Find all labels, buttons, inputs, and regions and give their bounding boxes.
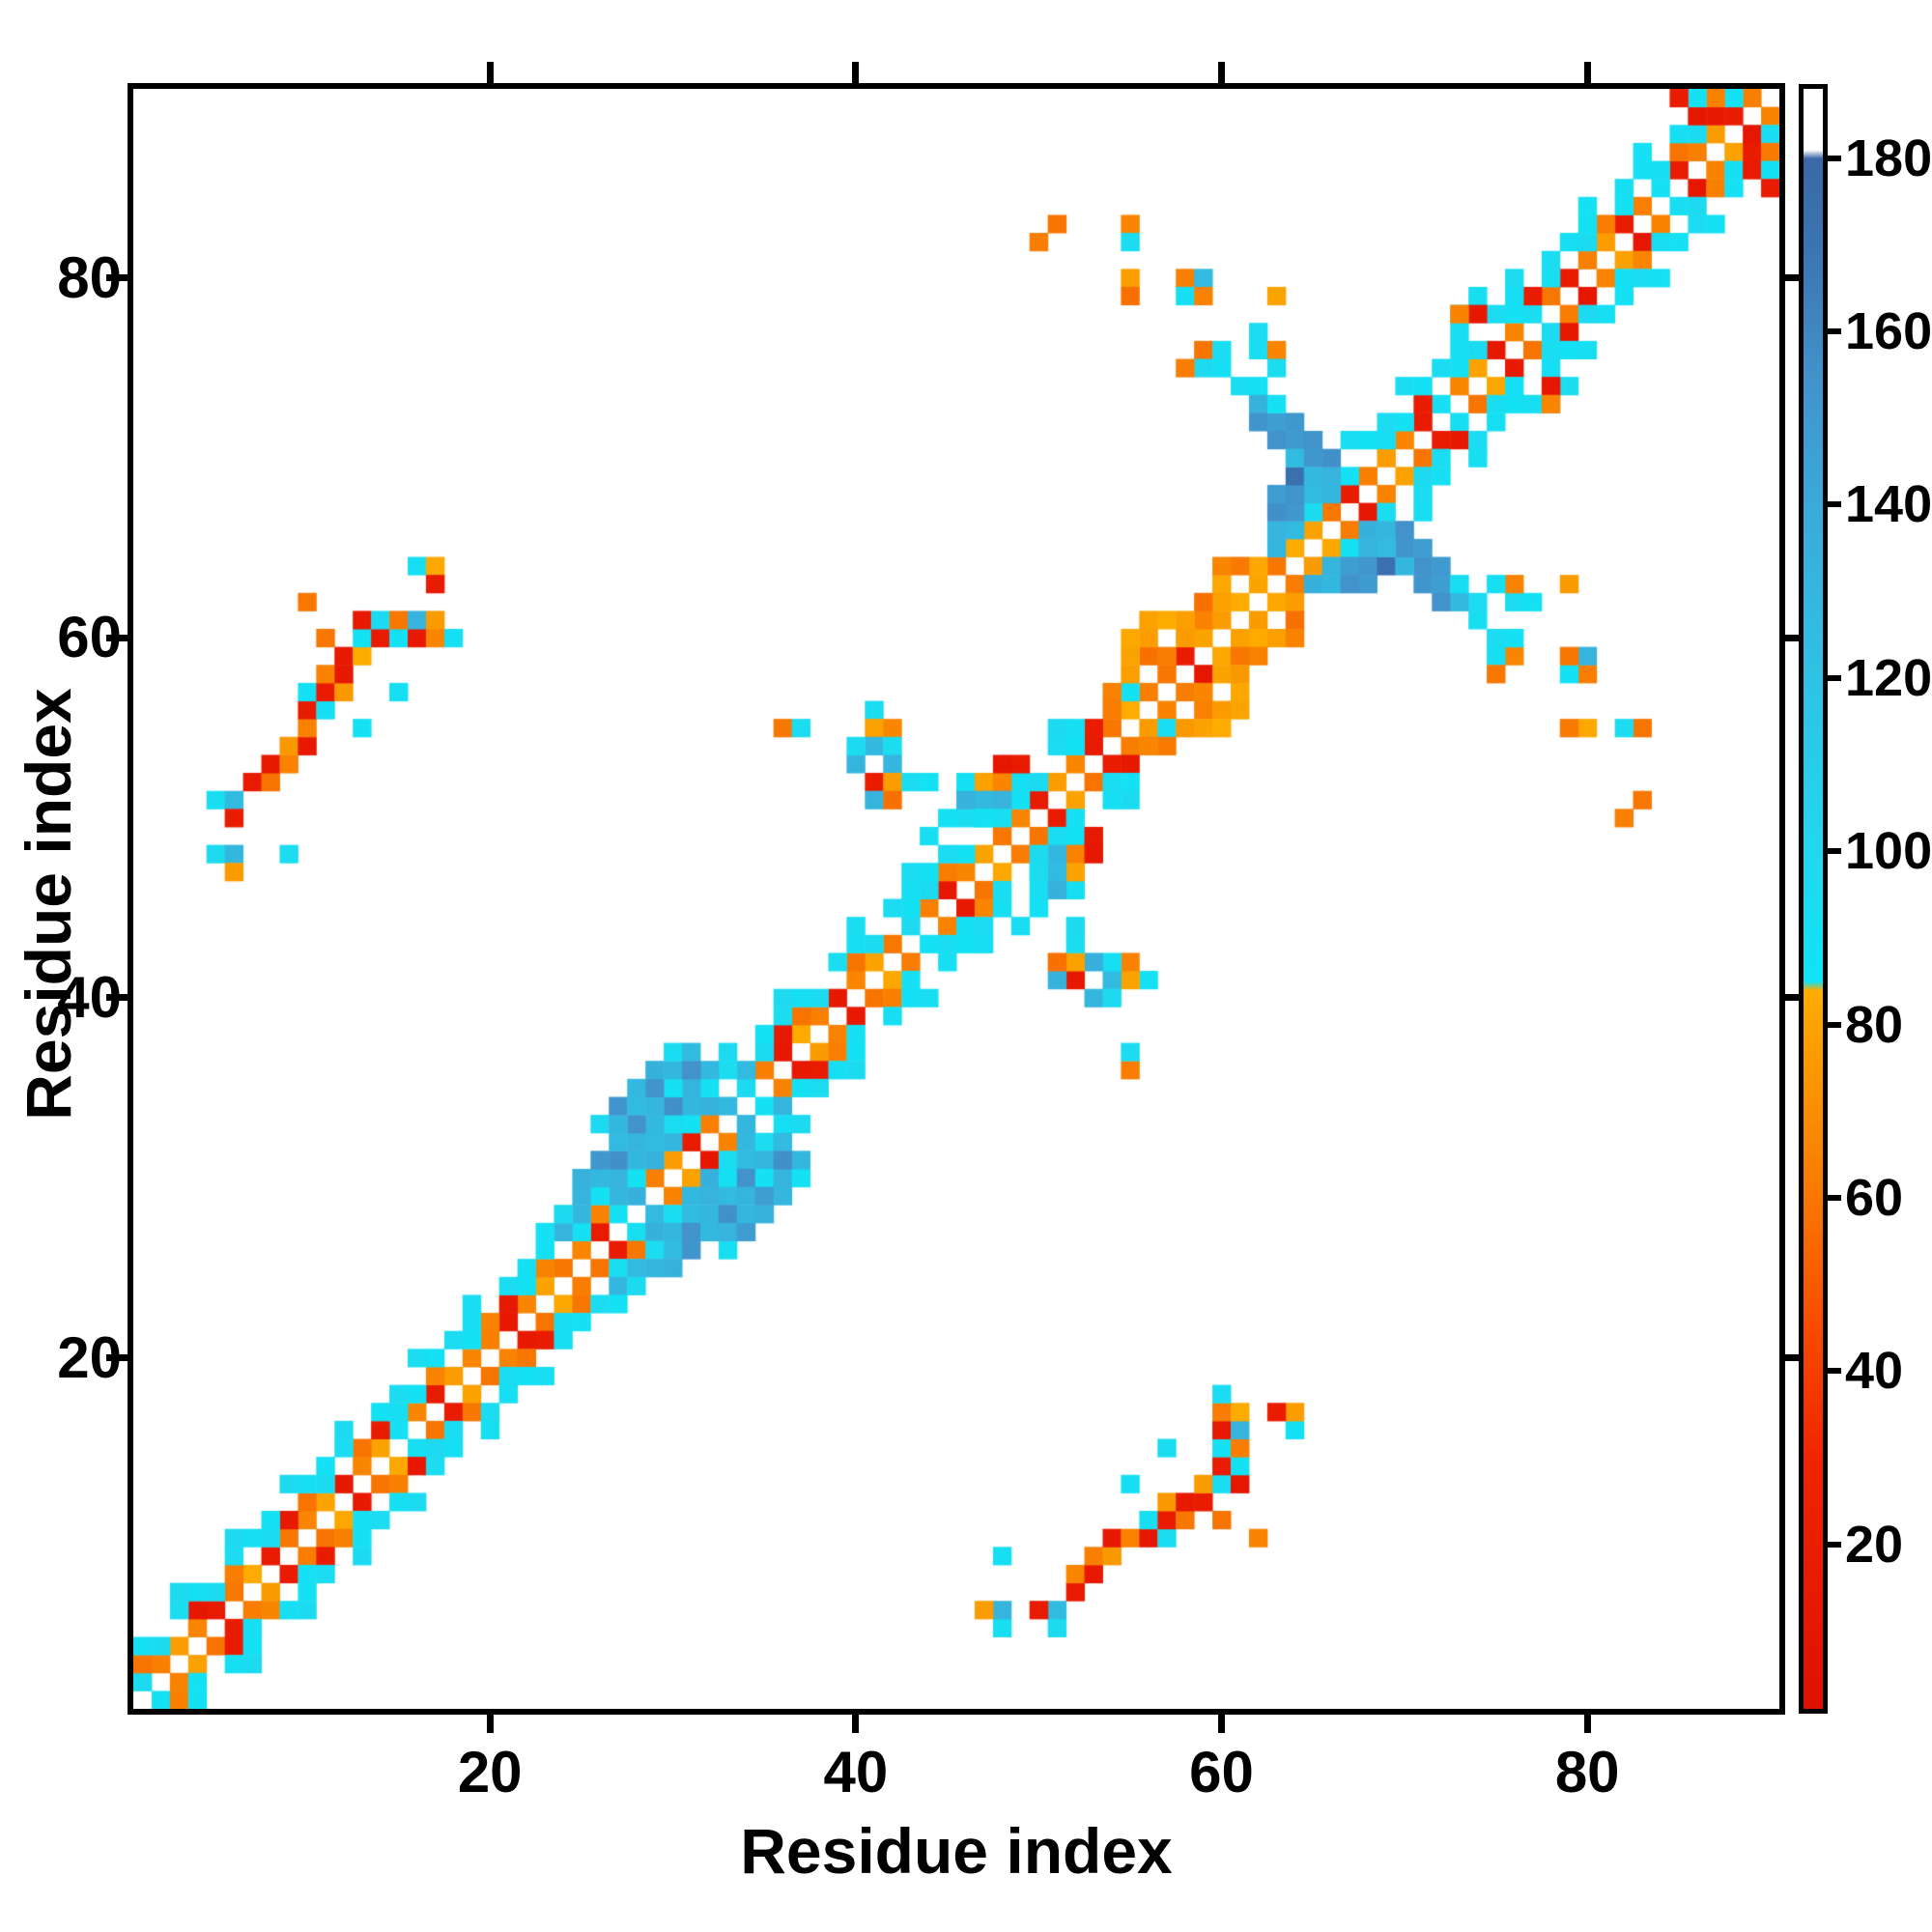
colorbar xyxy=(1799,84,1828,1714)
y-axis-title: Residue index xyxy=(13,688,84,1121)
colorbar-tick-label: 40 xyxy=(1845,1342,1904,1401)
y-tick-label: 60 xyxy=(57,605,122,670)
x-tick-label: 20 xyxy=(457,1740,523,1804)
colorbar-tick-mark xyxy=(1828,1541,1841,1548)
y-tick-label: 80 xyxy=(57,244,122,310)
plot-border xyxy=(128,83,1785,1715)
x-tick-mark-top xyxy=(486,62,494,83)
colorbar-tick-label: 100 xyxy=(1845,822,1932,881)
x-tick-label: 60 xyxy=(1189,1740,1254,1804)
y-tick-mark-right xyxy=(1782,1354,1804,1362)
y-tick-mark xyxy=(106,994,128,1002)
x-tick-mark-top xyxy=(1218,62,1226,83)
colorbar-tick-label: 20 xyxy=(1845,1515,1904,1574)
y-tick-label: 40 xyxy=(57,964,122,1030)
x-tick-label: 40 xyxy=(823,1740,889,1804)
colorbar-tick-mark xyxy=(1828,1194,1841,1201)
colorbar-tick-label: 180 xyxy=(1845,128,1932,187)
y-tick-mark-right xyxy=(1782,994,1804,1002)
x-tick-mark xyxy=(486,1712,494,1733)
x-tick-mark xyxy=(1583,1712,1591,1733)
y-tick-mark-right xyxy=(1782,634,1804,641)
contact-map-canvas xyxy=(133,89,1779,1709)
colorbar-tick-mark xyxy=(1828,1021,1841,1028)
colorbar-tick-mark xyxy=(1828,1368,1841,1375)
colorbar-tick-label: 80 xyxy=(1845,995,1904,1054)
y-tick-mark xyxy=(106,274,128,282)
x-tick-mark-top xyxy=(852,62,860,83)
x-tick-mark xyxy=(1218,1712,1226,1733)
y-tick-mark-right xyxy=(1782,274,1804,282)
x-tick-label: 80 xyxy=(1554,1740,1620,1804)
y-tick-label: 20 xyxy=(57,1324,122,1390)
x-axis-title: Residue index xyxy=(740,1815,1173,1887)
x-tick-mark-top xyxy=(1583,62,1591,83)
x-tick-mark xyxy=(852,1712,860,1733)
colorbar-tick-label: 140 xyxy=(1845,475,1932,534)
colorbar-tick-label: 160 xyxy=(1845,302,1932,361)
colorbar-tick-label: 60 xyxy=(1845,1168,1904,1227)
y-tick-mark xyxy=(106,634,128,641)
colorbar-gradient xyxy=(1804,89,1823,1709)
y-tick-mark xyxy=(106,1354,128,1362)
colorbar-tick-mark xyxy=(1828,328,1841,335)
colorbar-tick-mark xyxy=(1828,155,1841,161)
colorbar-tick-label: 120 xyxy=(1845,648,1932,707)
colorbar-tick-mark xyxy=(1828,501,1841,508)
colorbar-tick-mark xyxy=(1828,674,1841,681)
colorbar-tick-mark xyxy=(1828,848,1841,855)
